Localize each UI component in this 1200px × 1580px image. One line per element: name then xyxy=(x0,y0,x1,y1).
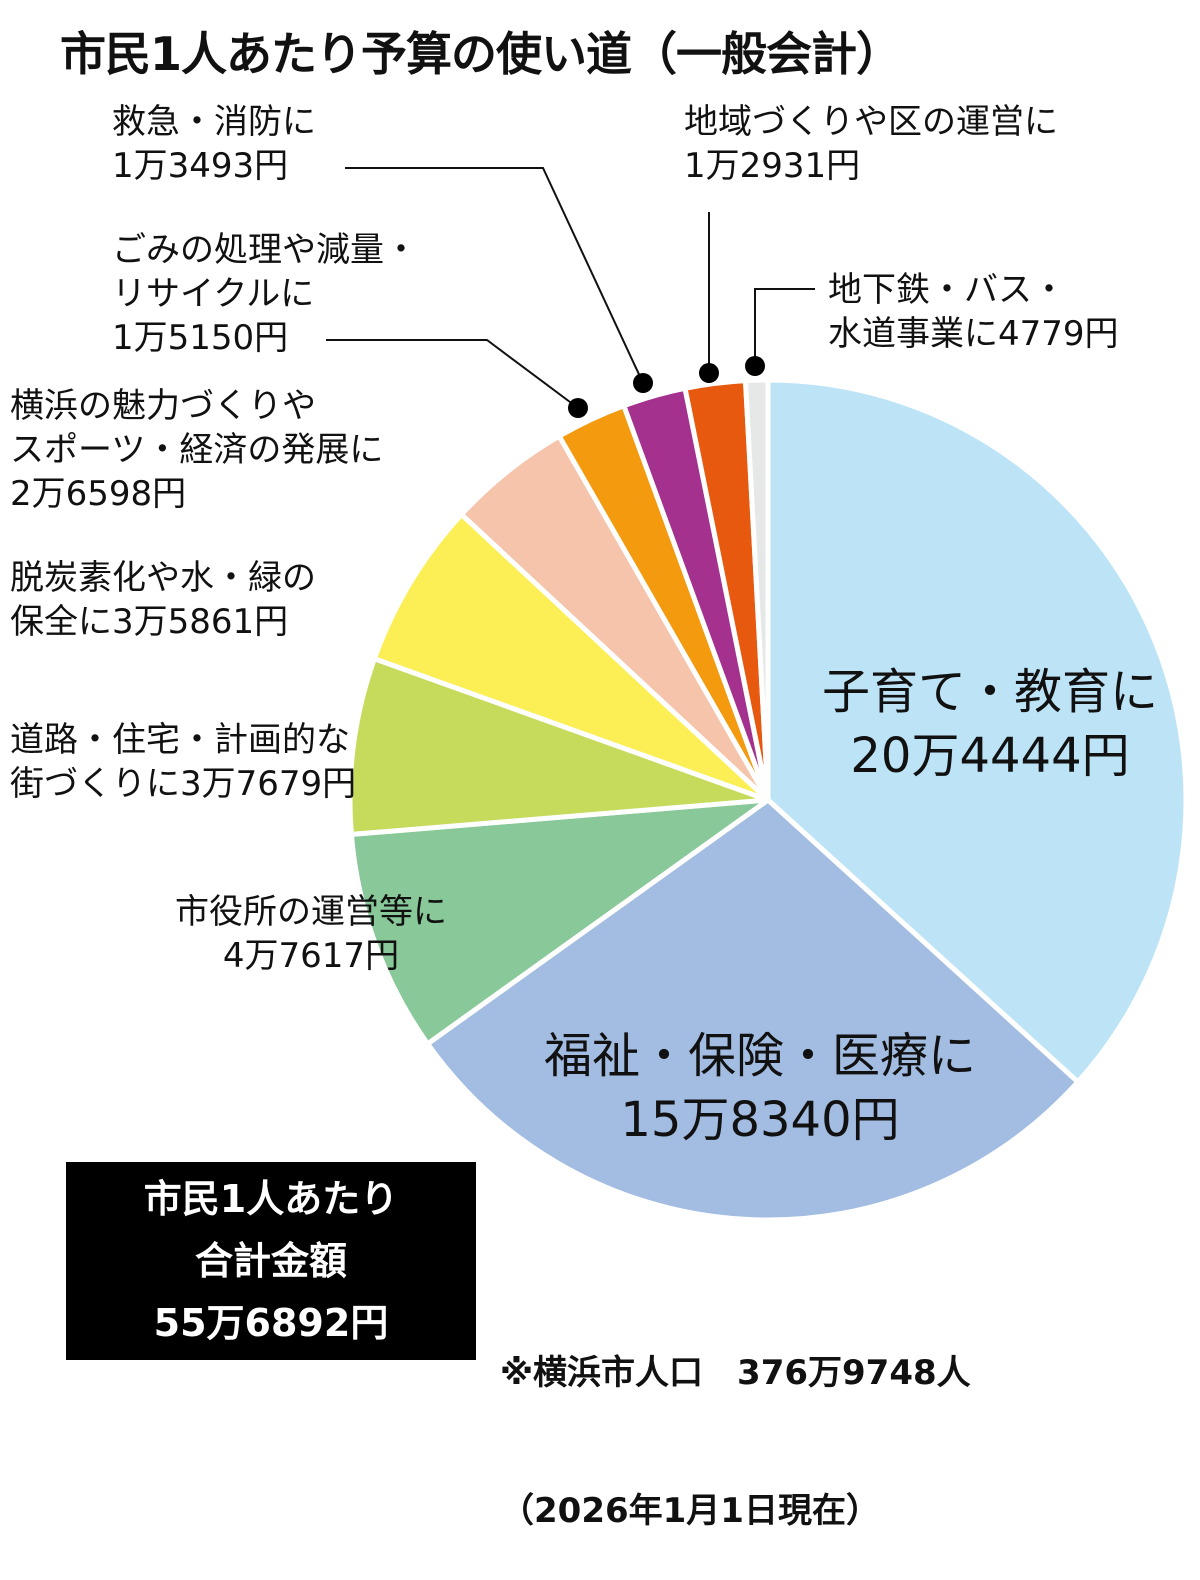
population-note: ※横浜市人口 376万9748人 （2026年1月1日現在） xyxy=(500,1353,971,1531)
label-doro: 道路・住宅・計画的な 街づくりに3万7679円 xyxy=(10,720,357,804)
leader-lines xyxy=(326,167,815,409)
pie-slice xyxy=(348,797,771,1047)
label-chiiki: 地域づくりや区の運営に 1万2931円 xyxy=(684,102,1058,186)
pie-slices xyxy=(347,377,1189,1223)
leader-dot-chiiki xyxy=(699,363,719,383)
pie-slice xyxy=(425,797,1081,1223)
pie-slice xyxy=(742,377,771,803)
total-amount-box: 市民1人あたり 合計金額 55万6892円 xyxy=(66,1162,476,1360)
leader-dot-kyukyu xyxy=(633,373,653,393)
chart-title: 市民1人あたり予算の使い道（一般会計） xyxy=(60,27,902,81)
label-fukushi: 福祉・保険・医療に 15万8340円 xyxy=(543,1028,976,1148)
leader-dots xyxy=(568,356,765,418)
label-gomi: ごみの処理や減量・ リサイクルに 1万5150円 xyxy=(112,230,418,358)
leader-dot-chikatetsu xyxy=(745,356,765,376)
label-shiyakusho: 市役所の運営等に 4万7617円 xyxy=(175,892,447,976)
label-kyukyu: 救急・消防に 1万3493円 xyxy=(112,102,316,186)
leader-line-kyukyu xyxy=(345,167,644,384)
pie-chart xyxy=(326,167,1189,1223)
pie-slice xyxy=(347,656,771,837)
pie-slice xyxy=(765,377,1189,1085)
label-datsutanso: 脱炭素化や水・緑の 保全に3万5861円 xyxy=(10,558,316,642)
label-chikatetsu: 地下鉄・バス・ 水道事業に4779円 xyxy=(828,270,1119,354)
pie-slice xyxy=(371,511,771,803)
leader-dot-gomi xyxy=(568,398,588,418)
label-miryoku: 横浜の魅力づくりや スポーツ・経済の発展に 2万6598円 xyxy=(10,386,384,514)
leader-line-gomi xyxy=(326,339,579,409)
label-kosodate: 子育て・教育に 20万4444円 xyxy=(821,664,1158,784)
leader-line-chikatetsu xyxy=(754,288,815,366)
